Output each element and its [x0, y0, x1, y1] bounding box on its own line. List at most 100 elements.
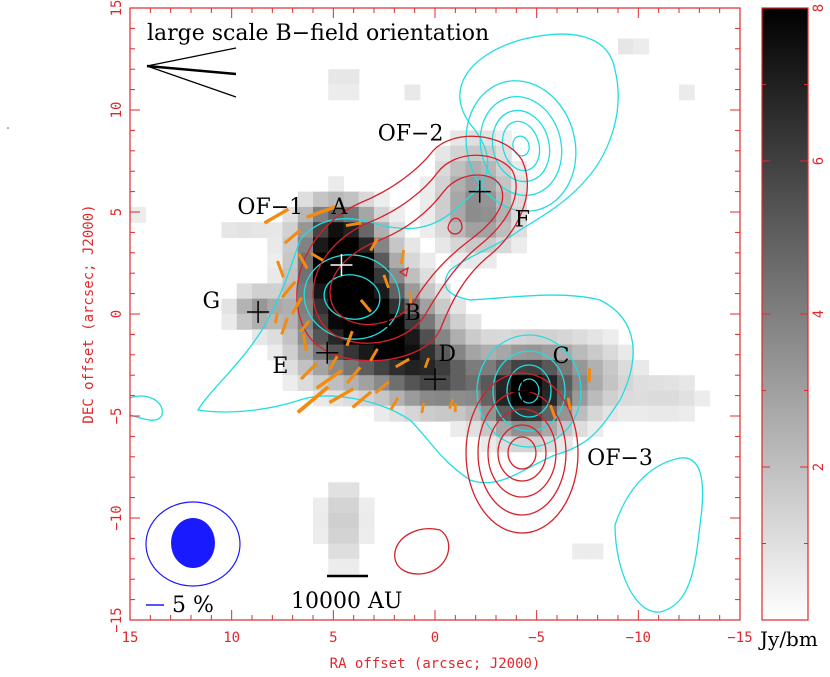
polarization-vector	[299, 320, 311, 333]
map-pixel	[419, 375, 436, 392]
map-pixel	[587, 543, 604, 560]
map-pixel	[328, 497, 345, 514]
map-pixel	[587, 344, 604, 361]
source-label-F: F	[515, 207, 530, 232]
polarization-scale-label: 5 %	[172, 593, 214, 618]
source-label-G: G	[203, 289, 221, 314]
map-pixel	[450, 421, 467, 437]
map-pixel	[450, 298, 467, 315]
map-pixel	[450, 237, 467, 254]
map-pixel	[587, 421, 604, 437]
map-pixel	[130, 206, 146, 223]
map-pixel	[358, 528, 375, 545]
polarization-vector	[280, 317, 289, 335]
map-pixel	[404, 405, 421, 422]
map-pixel	[236, 283, 253, 300]
source-label-A: A	[330, 195, 348, 220]
map-pixel	[419, 283, 436, 300]
map-pixel	[419, 191, 436, 208]
map-pixel	[480, 359, 497, 376]
map-pixel	[297, 191, 314, 208]
map-pixel	[374, 252, 390, 269]
map-pixel	[374, 344, 390, 361]
map-pixel	[419, 268, 436, 284]
map-pixel	[221, 298, 238, 315]
map-pixel	[663, 375, 680, 392]
cyan-contour	[130, 395, 163, 421]
map-pixel	[633, 390, 650, 407]
polarization-vector	[274, 312, 279, 324]
map-pixel	[435, 161, 451, 177]
map-pixel	[435, 237, 451, 254]
map-pixel	[679, 390, 695, 407]
map-pixel	[450, 206, 467, 223]
map-pixel	[328, 482, 345, 499]
map-pixel	[435, 344, 451, 361]
polarization-vector	[359, 298, 372, 313]
map-pixel	[480, 161, 497, 177]
map-pixel	[358, 268, 375, 284]
polarization-vector	[301, 333, 308, 352]
map-pixel	[450, 359, 467, 376]
map-pixel	[450, 375, 467, 392]
polarization-vector	[315, 368, 344, 390]
map-pixel	[435, 222, 451, 239]
map-pixel	[557, 421, 573, 437]
map-pixel	[297, 314, 314, 330]
map-pixel	[450, 390, 467, 407]
map-pixel	[648, 405, 665, 422]
map-pixel	[480, 252, 497, 269]
map-pixel	[465, 145, 482, 162]
map-pixel	[343, 191, 360, 208]
map-pixel	[297, 344, 314, 361]
map-pixel	[435, 359, 451, 376]
map-pixel	[663, 390, 680, 407]
map-pixel	[404, 359, 421, 376]
map-pixel	[358, 283, 375, 300]
map-pixel	[618, 405, 634, 422]
polarization-vector	[374, 380, 390, 395]
polarization-vector	[345, 330, 354, 347]
map-pixel	[358, 206, 375, 223]
source-label-E: E	[272, 354, 288, 379]
map-pixel	[480, 421, 497, 437]
map-pixel	[282, 359, 299, 376]
map-pixel	[496, 359, 512, 376]
map-pixel	[313, 191, 329, 208]
source-markers	[247, 180, 534, 403]
map-pixel	[587, 359, 604, 376]
map-pixel	[450, 145, 467, 162]
map-pixel	[679, 84, 695, 101]
red-contour	[465, 372, 579, 534]
map-pixel	[328, 543, 345, 560]
map-pixel	[313, 512, 329, 529]
map-pixel	[618, 359, 634, 376]
polarization-vector	[328, 355, 339, 371]
map-pixel	[267, 237, 284, 254]
map-pixel	[450, 222, 467, 239]
map-pixel	[450, 344, 467, 361]
map-pixel	[526, 329, 543, 346]
map-pixel	[435, 283, 451, 300]
map-pixel	[404, 329, 421, 346]
map-pixel	[587, 375, 604, 392]
map-pixel	[313, 359, 329, 376]
map-pixel	[450, 130, 467, 147]
map-pixel	[496, 176, 512, 193]
map-pixel	[313, 237, 329, 254]
map-pixel	[343, 344, 360, 361]
map-pixel	[328, 283, 345, 300]
cyan-contour	[303, 254, 401, 340]
red-contour	[329, 174, 504, 326]
map-pixel	[435, 145, 451, 162]
map-pixel	[389, 298, 406, 315]
map-pixel	[297, 329, 314, 346]
map-pixel	[648, 375, 665, 392]
map-pixel	[694, 390, 711, 407]
map-pixel	[633, 375, 650, 392]
outflow-label: OF−1	[237, 195, 303, 220]
map-pixel	[358, 344, 375, 361]
map-pixel	[618, 344, 634, 361]
map-pixel	[511, 329, 528, 346]
map-pixel	[282, 344, 299, 361]
